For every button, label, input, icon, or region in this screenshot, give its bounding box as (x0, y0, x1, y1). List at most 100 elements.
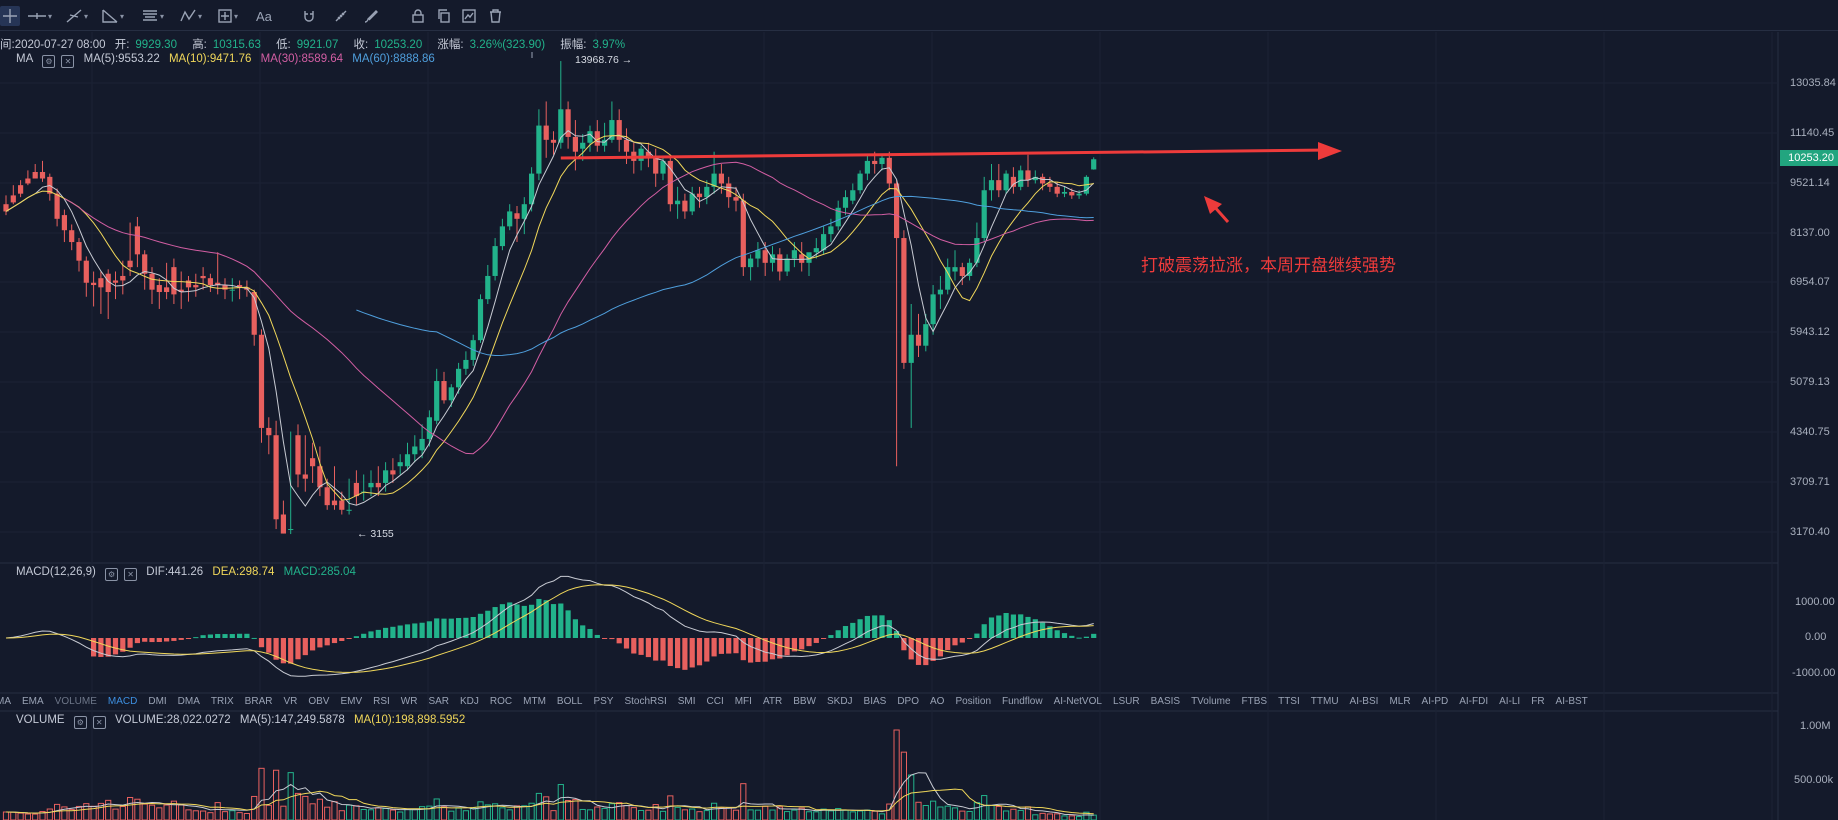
volume-bar (521, 805, 528, 820)
pattern-tool[interactable]: ▾ (180, 6, 202, 26)
tab-ai-bst[interactable]: AI-BST (1555, 696, 1588, 707)
candle-body (609, 120, 615, 140)
tab-lsur[interactable]: LSUR (1112, 696, 1140, 707)
tab-boll[interactable]: BOLL (556, 696, 583, 707)
trash-icon[interactable] (489, 6, 502, 26)
tab-skdj[interactable]: SKDJ (826, 696, 853, 707)
brush-icon[interactable] (364, 6, 378, 26)
tab-ttmu[interactable]: TTMU (1310, 696, 1339, 707)
settings-icon[interactable]: ⚙ (73, 716, 87, 729)
tab-stochrsi[interactable]: StochRSI (624, 696, 667, 707)
add-indicator-tool[interactable]: ▾ (218, 6, 238, 26)
tab-atr[interactable]: ATR (762, 696, 783, 707)
volume-bar (871, 810, 878, 820)
macd-histogram-bar (258, 638, 265, 648)
tab-ma[interactable]: MA (0, 696, 11, 707)
trend-line-tool[interactable]: ▾ (66, 6, 88, 26)
settings-icon[interactable]: ⚙ (42, 55, 56, 68)
tab-macd[interactable]: MACD (107, 696, 138, 707)
tab-sar[interactable]: SAR (428, 696, 450, 707)
fibonacci-tool[interactable]: ▾ (142, 6, 164, 26)
candle-body (215, 282, 221, 286)
volume-bar (397, 811, 404, 820)
ma5-value: MA(5):9553.22 (83, 53, 160, 65)
tab-ao[interactable]: AO (930, 696, 945, 707)
tab-ai-netvol[interactable]: AI-NetVOL (1053, 696, 1102, 707)
tab-basis[interactable]: BASIS (1150, 696, 1181, 707)
tab-smi[interactable]: SMI (677, 696, 696, 707)
tab-wr[interactable]: WR (400, 696, 418, 707)
tab-fundflow[interactable]: Fundflow (1002, 696, 1043, 707)
tab-kdj[interactable]: KDJ (460, 696, 479, 707)
tab-psy[interactable]: PSY (593, 696, 614, 707)
tab-cci[interactable]: CCI (706, 696, 724, 707)
tab-ai-bsi[interactable]: AI-BSI (1349, 696, 1379, 707)
tab-mlr[interactable]: MLR (1389, 696, 1411, 707)
volume-bar (141, 803, 148, 820)
close-icon[interactable]: ✕ (61, 55, 75, 68)
volume-bar (1054, 813, 1061, 820)
candle-body (185, 280, 192, 288)
macd-histogram-bar (718, 638, 724, 654)
close-icon[interactable]: ✕ (92, 716, 106, 729)
close-icon[interactable]: ✕ (124, 568, 138, 581)
candle-body (171, 267, 177, 295)
tab-ai-fdi[interactable]: AI-FDI (1459, 696, 1489, 707)
macd-histogram-bar (580, 625, 586, 638)
tab-mtm[interactable]: MTM (523, 696, 546, 707)
text-tool[interactable]: Aa (256, 8, 272, 24)
angle-tool[interactable]: ▾ (102, 6, 124, 26)
tab-trix[interactable]: TRIX (210, 696, 234, 707)
tab-ttsi[interactable]: TTSI (1278, 696, 1300, 707)
tab-dmi[interactable]: DMI (148, 696, 167, 707)
volume-bar (273, 769, 280, 820)
macd-histogram-bar (799, 638, 805, 650)
tab-dpo[interactable]: DPO (897, 696, 919, 707)
tab-brar[interactable]: BRAR (244, 696, 273, 707)
tab-tvolume[interactable]: TVolume (1191, 696, 1231, 707)
tab-volume[interactable]: VOLUME (54, 696, 97, 707)
tab-dma[interactable]: DMA (177, 696, 200, 707)
candle-body (857, 173, 863, 191)
tab-ai-pd[interactable]: AI-PD (1421, 696, 1449, 707)
tab-bbw[interactable]: BBW (793, 696, 816, 707)
copy-icon[interactable] (437, 6, 451, 26)
screenshot-icon[interactable] (462, 6, 476, 26)
tab-emv[interactable]: EMV (340, 696, 363, 707)
tab-ftbs[interactable]: FTBS (1241, 696, 1268, 707)
tab-ai-li[interactable]: AI-LI (1499, 696, 1521, 707)
tab-mfi[interactable]: MFI (734, 696, 752, 707)
candle-body (3, 204, 9, 212)
tab-rsi[interactable]: RSI (373, 696, 390, 707)
candle-body (1054, 186, 1060, 194)
volume-bar (119, 805, 126, 820)
crosshair-icon[interactable] (0, 6, 20, 26)
macd-histogram-bar (266, 638, 272, 653)
magnet-icon[interactable] (302, 6, 316, 26)
tab-obv[interactable]: OBV (308, 696, 330, 707)
tab-ema[interactable]: EMA (22, 696, 44, 707)
volume-bar (769, 809, 776, 820)
volume-bar (178, 804, 185, 820)
tab-position[interactable]: Position (955, 696, 992, 707)
lock-icon[interactable] (412, 6, 424, 26)
candle-body (682, 200, 688, 212)
macd-histogram-bar (857, 619, 863, 638)
candle-body (762, 250, 768, 263)
drawing-toolbar: ▾ ▾ ▾ ▾ ▾ ▾ Aa (0, 0, 1838, 31)
tab-vr[interactable]: VR (283, 696, 298, 707)
candle-body (280, 514, 286, 534)
macd-histogram-bar (952, 638, 958, 646)
volume-bar (46, 808, 53, 820)
ruler-icon[interactable] (334, 6, 348, 26)
volume-bar (477, 801, 484, 820)
horizontal-line-tool[interactable]: ▾ (28, 6, 52, 26)
tab-fr[interactable]: FR (1531, 696, 1545, 707)
volume-bar (645, 809, 652, 820)
macd-histogram-bar (302, 638, 308, 656)
settings-icon[interactable]: ⚙ (105, 568, 119, 581)
candle-body (25, 178, 31, 184)
tab-roc[interactable]: ROC (489, 696, 513, 707)
tab-bias[interactable]: BIAS (863, 696, 887, 707)
